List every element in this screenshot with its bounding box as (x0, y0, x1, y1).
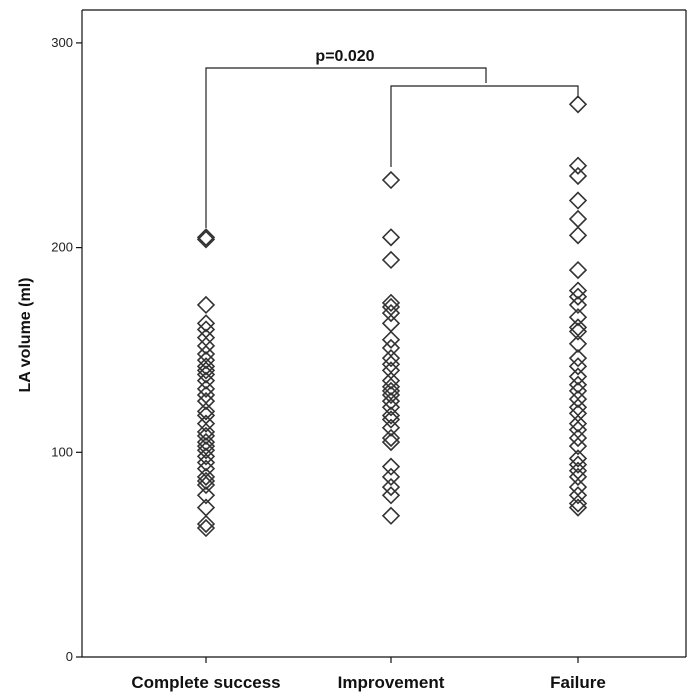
data-point-diamond (196, 471, 216, 491)
data-point-diamond (381, 330, 401, 349)
data-point-diamond (568, 498, 588, 517)
data-point-diamond (568, 226, 588, 245)
data-point-diamond (196, 336, 216, 355)
data-point-diamond (196, 422, 216, 441)
data-point-diamond (196, 361, 216, 380)
data-point-diamond (196, 518, 216, 538)
data-point-diamond (568, 389, 588, 409)
data-point-diamond (568, 308, 588, 327)
data-point-diamond (196, 314, 216, 333)
data-point-diamond (381, 170, 401, 190)
data-point-diamond (568, 375, 588, 394)
y-tick-label: 300 (51, 35, 73, 50)
data-point-diamond (196, 475, 216, 495)
data-point-diamond (196, 328, 216, 347)
data-point-diamond (381, 506, 401, 525)
data-point-diamond (568, 467, 588, 486)
y-ticks: 0 100 200 300 (51, 35, 82, 664)
data-point-diamond (381, 428, 401, 448)
data-point-diamond (568, 209, 588, 229)
data-point-diamond (381, 486, 401, 505)
data-point-diamond (381, 457, 401, 476)
data-point-diamond (381, 349, 401, 368)
data-point-diamond (381, 297, 401, 317)
data-point-diamond (568, 437, 588, 456)
data-point-diamond (196, 344, 216, 364)
data-point-diamond (381, 385, 401, 405)
data-point-diamond (381, 250, 401, 270)
bracket-right-arm (390, 85, 579, 167)
data-point-diamond (568, 322, 588, 341)
data-point-diamond (381, 338, 401, 358)
data-point-diamond (196, 402, 216, 421)
data-point-diamond (196, 295, 216, 315)
data-point-diamond (568, 156, 588, 175)
data-point-diamond (568, 486, 588, 505)
data-point-diamond (196, 230, 216, 249)
p-value-label: p=0.020 (315, 48, 374, 65)
x-category-label: Improvement (338, 673, 445, 692)
data-point-diamond (196, 406, 216, 425)
data-point-diamond (196, 486, 216, 505)
data-point-diamond (568, 455, 588, 474)
data-point-diamond (196, 414, 216, 433)
data-point-diamond (381, 406, 401, 425)
data-point-diamond (381, 410, 401, 429)
x-category-labels: Complete success Improvement Failure (131, 657, 606, 692)
data-point-diamond (568, 494, 588, 513)
data-point-diamond (568, 398, 588, 417)
data-point-diamond (568, 166, 588, 186)
data-points (196, 95, 588, 538)
data-point-diamond (196, 467, 216, 486)
data-point-diamond (381, 371, 401, 390)
data-point-diamond (568, 414, 588, 433)
data-point-diamond (381, 361, 401, 380)
data-point-diamond (568, 334, 588, 353)
x-category-label: Complete success (131, 673, 280, 692)
data-point-diamond (568, 281, 588, 300)
data-point-diamond (568, 477, 588, 497)
data-point-diamond (568, 461, 588, 480)
y-tick-label: 0 (66, 649, 73, 664)
data-point-diamond (568, 318, 588, 337)
data-point-diamond (196, 365, 216, 384)
data-point-diamond (196, 379, 216, 398)
data-point-diamond (381, 432, 401, 452)
data-point-diamond (196, 498, 216, 517)
data-point-diamond (196, 228, 216, 247)
data-point-diamond (568, 95, 588, 114)
data-point-diamond (568, 428, 588, 448)
data-point-diamond (381, 314, 401, 333)
data-point-diamond (196, 426, 216, 446)
significance-bracket: p=0.020 (205, 48, 579, 228)
data-point-diamond (381, 355, 401, 374)
data-point-diamond (381, 303, 401, 323)
data-point-diamond (381, 418, 401, 437)
data-point-diamond (196, 441, 216, 460)
data-point-diamond (381, 293, 401, 313)
data-point-diamond (196, 514, 216, 534)
data-point-diamond (381, 477, 401, 497)
data-point-diamond (568, 367, 588, 386)
bracket-left-arm (205, 67, 487, 228)
data-point-diamond (381, 228, 401, 247)
y-tick-label: 200 (51, 240, 73, 255)
y-axis-title: LA volume (ml) (17, 278, 34, 393)
data-point-diamond (568, 449, 588, 468)
data-point-diamond (568, 295, 588, 315)
data-point-diamond (568, 191, 588, 210)
data-point-diamond (381, 381, 401, 401)
data-point-diamond (381, 467, 401, 486)
data-point-diamond (568, 260, 588, 280)
x-category-label: Failure (550, 673, 606, 692)
data-point-diamond (196, 437, 216, 456)
y-tick-label: 100 (51, 444, 73, 459)
data-point-diamond (568, 357, 588, 376)
data-point-diamond (568, 349, 588, 368)
